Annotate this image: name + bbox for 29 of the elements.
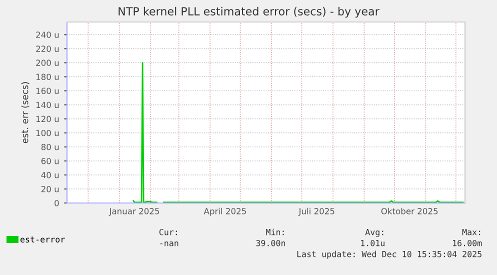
y-tick-label: 200 u [36,60,59,66]
text: Avg: [365,229,384,237]
text: Last update: Wed Dec 10 15:35:04 2025 [297,250,482,259]
y-tick-label: 120 u [36,116,59,122]
chart-title: NTP kernel PLL estimated error (secs) - by year [118,6,380,18]
y-tick-label: 220 u [36,46,59,52]
text: 1.01u [361,240,384,246]
y-axis-title: est. err (secs) [21,82,30,144]
legend-label: est-error [20,236,65,243]
text: -nan [160,241,178,246]
y-tick-label: 160 u [36,88,59,94]
y-tick-label: 60 u [41,158,59,164]
text: 16.00m [452,240,482,246]
y-tick-label: 240 u [36,32,59,38]
x-tick-label: Juli 2025 [298,208,334,216]
y-tick-label: 40 u [41,172,59,178]
x-tick-label: April 2025 [204,208,246,216]
y-tick-label: 140 u [36,102,59,108]
y-tick-label: 180 u [36,74,59,80]
x-tick-label: Oktober 2025 [381,208,438,214]
text: Cur: [159,228,177,236]
y-tick-label: 0 [54,200,59,206]
y-tick-label: 80 u [41,144,59,150]
x-tick-label: Januar 2025 [108,208,160,216]
text: Min: [266,228,284,236]
text: Max: [462,229,480,236]
text: 39.00n [256,240,286,246]
y-tick-label: 20 u [41,186,59,192]
y-tick-label: 100 u [36,130,59,136]
